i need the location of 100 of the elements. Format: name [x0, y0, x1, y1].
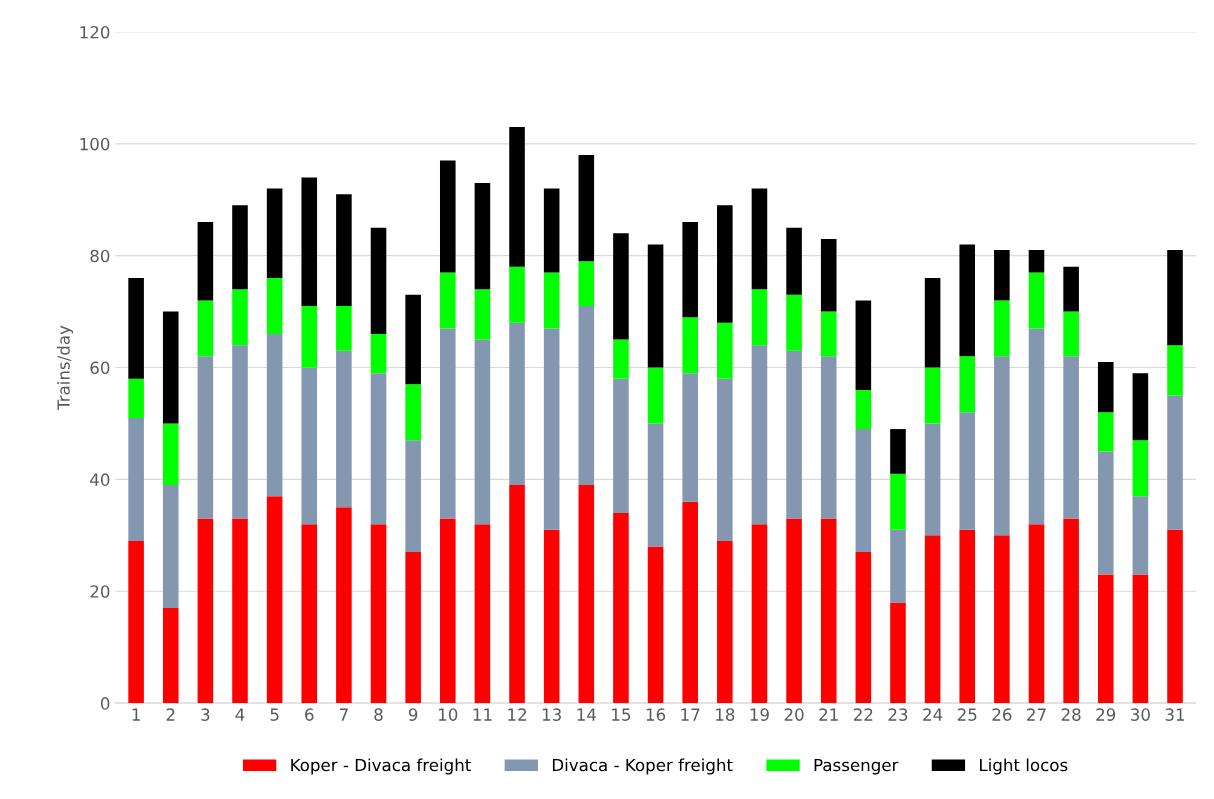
bar	[301, 524, 318, 704]
x-tick-label: 26	[992, 708, 1012, 721]
bar	[162, 423, 179, 485]
bar	[405, 384, 421, 441]
legend-label: Koper - Divaca freight	[291, 758, 471, 775]
x-tick-label: 31	[1165, 708, 1185, 721]
x-tick-label: 28	[1061, 708, 1081, 721]
bar	[751, 524, 768, 704]
x-tick-label: 19	[750, 708, 769, 721]
bar	[1028, 250, 1045, 273]
bar	[232, 518, 248, 704]
x-tick-label: 7	[339, 708, 348, 721]
bar	[336, 350, 352, 508]
bar	[128, 378, 144, 418]
y-tick-label: 60	[90, 361, 110, 375]
bar	[994, 300, 1010, 357]
bar	[924, 535, 941, 704]
bar	[370, 524, 387, 704]
bar	[474, 339, 491, 525]
bar	[405, 440, 421, 553]
bar	[197, 300, 214, 357]
bar	[959, 356, 976, 413]
bar	[890, 429, 906, 474]
y-tick-label: 100	[80, 137, 110, 151]
bar	[959, 412, 976, 530]
bar	[647, 244, 664, 368]
bar	[613, 512, 629, 704]
bar	[786, 518, 802, 704]
bar	[578, 261, 595, 307]
bar	[786, 227, 802, 295]
bar	[1028, 524, 1045, 704]
bar	[197, 356, 214, 519]
bar	[370, 373, 387, 525]
bar	[336, 306, 352, 351]
bar	[439, 328, 456, 519]
x-tick-label: 14	[577, 708, 596, 721]
bar	[717, 540, 733, 704]
bar	[266, 496, 283, 704]
bar	[1132, 496, 1149, 575]
bar	[197, 222, 214, 301]
legend-label: Light locos	[980, 758, 1068, 775]
bar	[855, 389, 872, 430]
bar	[266, 188, 283, 279]
bar	[128, 417, 144, 541]
bar	[405, 294, 421, 385]
bar	[162, 608, 179, 704]
bar	[717, 322, 733, 379]
bar	[1132, 574, 1149, 704]
x-tick-label: 2	[166, 708, 175, 721]
bar	[1028, 272, 1045, 329]
x-tick-label: 21	[819, 708, 838, 721]
y-tick-label: 0	[100, 697, 110, 710]
bar	[924, 367, 941, 424]
bar	[543, 328, 560, 530]
bar	[1097, 412, 1114, 452]
bar	[647, 423, 664, 547]
bar	[717, 378, 733, 541]
bar	[1167, 345, 1183, 396]
bar	[613, 233, 629, 340]
bar	[439, 272, 456, 329]
bar	[890, 602, 906, 704]
bar	[924, 278, 941, 368]
bar	[682, 222, 698, 318]
bar	[682, 501, 698, 704]
bar	[543, 272, 560, 329]
bar	[682, 373, 698, 502]
bar	[717, 205, 733, 323]
bar	[439, 160, 456, 273]
bar	[647, 367, 664, 424]
bar	[1167, 250, 1183, 346]
bar	[1132, 440, 1149, 497]
bar	[266, 278, 283, 334]
x-tick-label: 29	[1096, 708, 1116, 721]
bar	[128, 278, 144, 379]
bar	[1167, 395, 1183, 530]
bar	[301, 306, 318, 368]
legend-label: Divaca - Koper freight	[552, 758, 733, 775]
bar	[1167, 529, 1183, 704]
bar	[509, 127, 525, 267]
x-tick-label: 10	[439, 708, 458, 721]
x-tick-label: 16	[646, 708, 666, 721]
bar	[509, 484, 525, 704]
bar	[820, 311, 837, 357]
y-axis-title: Trains/day	[56, 325, 74, 411]
x-tick-label: 25	[957, 708, 977, 721]
x-tick-label: 6	[305, 708, 314, 721]
x-tick-label: 12	[508, 708, 526, 721]
bar	[890, 473, 906, 530]
x-tick-label: 30	[1131, 708, 1150, 721]
bar	[786, 350, 802, 519]
bar	[301, 367, 318, 525]
bar	[751, 345, 768, 525]
bar	[578, 484, 595, 704]
x-tick-label: 15	[612, 708, 631, 721]
bar	[613, 378, 629, 513]
bar	[855, 429, 872, 553]
bar	[855, 300, 872, 390]
y-tick-label: 40	[90, 473, 110, 486]
bar	[578, 155, 595, 262]
bar	[682, 317, 698, 374]
